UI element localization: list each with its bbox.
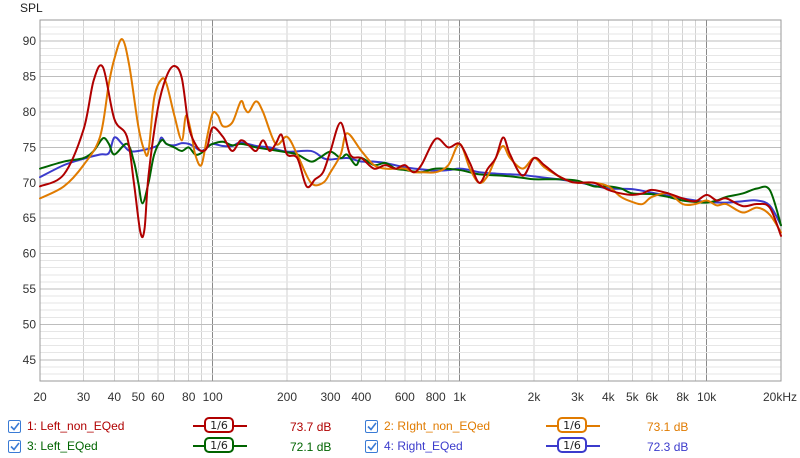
series-2-checkbox[interactable] bbox=[365, 419, 378, 433]
y-tick-label: 65 bbox=[23, 211, 37, 225]
series-3-average: 72.1 dB bbox=[290, 440, 332, 454]
y-tick-label: 85 bbox=[23, 70, 37, 84]
series-2-smoothing: 1/6 bbox=[557, 417, 587, 433]
x-tick-label: 10k bbox=[697, 390, 717, 404]
y-tick-label: 90 bbox=[23, 34, 37, 48]
x-tick-label: 80 bbox=[182, 390, 196, 404]
series-1-checkbox[interactable] bbox=[8, 419, 21, 433]
x-tick-label: 200 bbox=[277, 390, 297, 404]
x-tick-label: 2k bbox=[528, 390, 542, 404]
series-4-label: 4: Right_EQed bbox=[384, 439, 463, 453]
legend-entry-1[interactable]: 1: Left_non_EQed bbox=[8, 416, 124, 436]
x-tick-label: 30 bbox=[77, 390, 91, 404]
legend-entry-3[interactable]: 3: Left_EQed bbox=[8, 436, 98, 456]
x-tick-label: 6k bbox=[646, 390, 660, 404]
series-line-1 bbox=[39, 64, 782, 239]
series-line-2 bbox=[39, 38, 782, 234]
y-axis-label: SPL bbox=[20, 1, 43, 15]
series-3-smoothing: 1/6 bbox=[204, 437, 234, 453]
x-tick-label: 60 bbox=[151, 390, 165, 404]
x-tick-label: 300 bbox=[320, 390, 340, 404]
series-1-label: 1: Left_non_EQed bbox=[27, 419, 125, 433]
chart-grid bbox=[39, 19, 782, 382]
x-tick-label: 3k bbox=[571, 390, 585, 404]
series-3-label: 3: Left_EQed bbox=[27, 439, 98, 453]
legend: 1: Left_non_EQed 1/6 73.7 dB 2: RIght_no… bbox=[0, 414, 800, 458]
axis-ticks: 45 50 55 60 65 70 75 80 85 90 20 30 40 50 60 80 100 200 30… bbox=[23, 34, 797, 404]
y-tick-label: 55 bbox=[23, 282, 37, 296]
series-4-average: 72.3 dB bbox=[647, 440, 689, 454]
x-tick-label: 20 bbox=[33, 390, 47, 404]
series-4-checkbox[interactable] bbox=[365, 439, 378, 453]
x-tick-label: 400 bbox=[351, 390, 371, 404]
plot-frame bbox=[39, 19, 782, 382]
x-tick-label: 40 bbox=[108, 390, 122, 404]
y-tick-label: 50 bbox=[23, 317, 37, 331]
series-3-checkbox[interactable] bbox=[8, 439, 21, 453]
series-2-average: 73.1 dB bbox=[647, 420, 689, 434]
y-tick-label: 60 bbox=[23, 247, 37, 261]
y-tick-label: 45 bbox=[23, 353, 37, 367]
series-4-smoothing-button[interactable]: 1/6 bbox=[546, 437, 600, 455]
y-tick-label: 70 bbox=[23, 176, 37, 190]
frequency-response-chart: 45 50 55 60 65 70 75 80 85 90 20 30 40 50 60 80 100 200 30… bbox=[20, 1, 797, 404]
series-4-smoothing: 1/6 bbox=[557, 437, 587, 453]
series-3-smoothing-button[interactable]: 1/6 bbox=[193, 437, 247, 455]
legend-entry-2[interactable]: 2: RIght_non_EQed bbox=[365, 416, 490, 436]
x-tick-label: 20kHz bbox=[763, 390, 797, 404]
y-tick-label: 80 bbox=[23, 105, 37, 119]
series-2-label: 2: RIght_non_EQed bbox=[384, 419, 491, 433]
series-1-smoothing-button[interactable]: 1/6 bbox=[193, 417, 247, 435]
x-tick-label: 100 bbox=[203, 390, 223, 404]
series-1-average: 73.7 dB bbox=[290, 420, 332, 434]
x-tick-label: 50 bbox=[132, 390, 146, 404]
y-tick-label: 75 bbox=[23, 140, 37, 154]
x-tick-label: 4k bbox=[602, 390, 616, 404]
series-1-smoothing: 1/6 bbox=[204, 417, 234, 433]
series-lines bbox=[39, 38, 782, 239]
x-tick-label: 600 bbox=[395, 390, 415, 404]
x-tick-label: 8k bbox=[676, 390, 690, 404]
x-tick-label: 800 bbox=[426, 390, 446, 404]
legend-entry-4[interactable]: 4: Right_EQed bbox=[365, 436, 463, 456]
x-tick-label: 1k bbox=[453, 390, 467, 404]
series-2-smoothing-button[interactable]: 1/6 bbox=[546, 417, 600, 435]
x-tick-label: 5k bbox=[626, 390, 640, 404]
